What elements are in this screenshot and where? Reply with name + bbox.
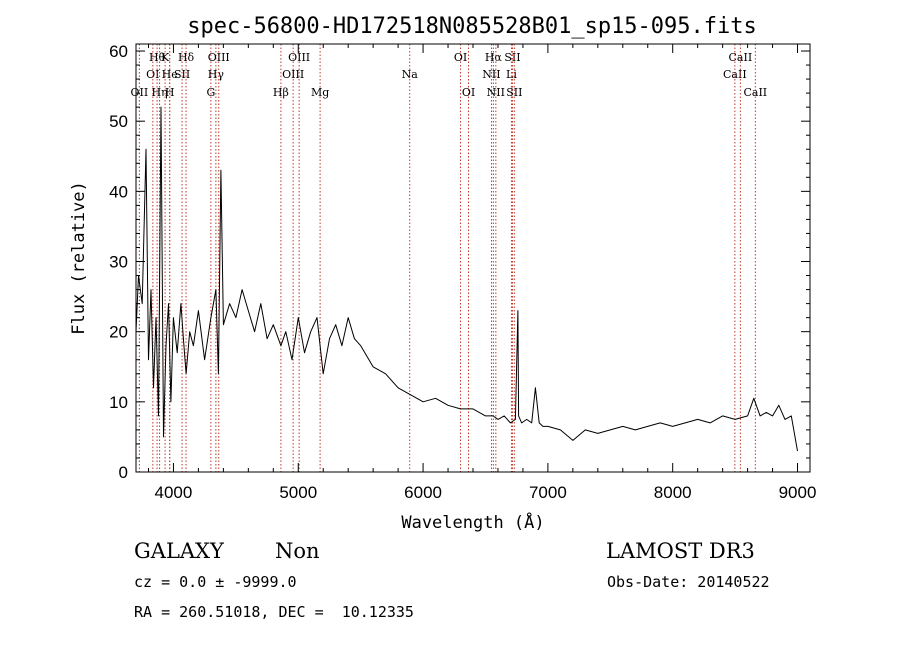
coordinates: RA = 260.51018, DEC = 10.12335 <box>134 603 414 621</box>
y-tick-label-0: 0 <box>119 463 128 482</box>
object-class: GALAXY <box>134 539 224 563</box>
observation-date: Obs-Date: 20140522 <box>607 573 770 591</box>
line-marker-label-2: Hθ <box>149 51 166 64</box>
line-marker-label-17: OI <box>454 51 467 64</box>
chart-title: spec-56800-HD172518N085528B01_sp15-095.f… <box>187 14 757 39</box>
line-marker-label-12: Hβ <box>273 86 289 99</box>
plot-frame <box>135 43 811 473</box>
x-tick-label-4: 8000 <box>654 483 692 502</box>
plot-area: OII OI Hθ Hη K He H SII Hδ G Hγ OIII Hβ OIII OIII Mg Na O… <box>131 44 798 472</box>
line-marker-label-5: He <box>162 68 178 81</box>
x-tick-label-0: 4000 <box>155 483 193 502</box>
line-marker-label-7: SII <box>174 68 190 81</box>
line-marker-label-19: NII <box>482 68 500 81</box>
line-marker-label-22: Li <box>506 68 517 81</box>
y-tick-label-4: 40 <box>109 182 128 201</box>
x-axis-label: Wavelength (Å) <box>401 511 544 533</box>
y-tick-label-6: 60 <box>109 42 128 61</box>
y-tick-label-3: 30 <box>109 253 128 272</box>
y-tick-label-1: 10 <box>109 393 128 412</box>
line-marker-label-21: NII <box>487 86 505 99</box>
line-marker-label-11: OIII <box>208 51 230 64</box>
line-marker-label-27: CaII <box>743 86 767 99</box>
line-marker-label-23: SII <box>504 51 520 64</box>
y-tick-label-5: 50 <box>109 112 128 131</box>
spectrum-line-0 <box>135 106 798 452</box>
line-marker-label-24: SII <box>506 86 522 99</box>
line-marker-label-1: OI <box>146 68 159 81</box>
redshift-cz: cz = 0.0 ± -9999.0 <box>134 573 297 591</box>
y-axis-label: Flux (relative) <box>69 181 89 335</box>
line-marker-label-20: Hα <box>485 51 503 64</box>
object-subclass: Non <box>275 539 320 563</box>
line-marker-label-14: OIII <box>288 51 310 64</box>
line-marker-label-8: Hδ <box>178 51 195 64</box>
line-marker-label-18: OI <box>462 86 475 99</box>
line-marker-label-4: K <box>161 51 170 64</box>
line-marker-label-26: CaII <box>729 51 753 64</box>
x-tick-label-1: 5000 <box>279 483 317 502</box>
line-marker-label-3: Hη <box>151 86 167 99</box>
line-marker-label-16: Na <box>402 68 419 81</box>
line-marker-label-9: G <box>206 86 215 99</box>
survey-name: LAMOST DR3 <box>606 539 755 563</box>
line-marker-label-6: H <box>165 86 175 99</box>
line-marker-label-25: CaII <box>723 68 747 81</box>
x-tick-label-3: 7000 <box>529 483 567 502</box>
line-marker-label-15: Mg <box>311 86 329 99</box>
axes: 4000 5000 6000 7000 8000 9000 0 10 20 30 40 50 60 <box>109 42 816 502</box>
x-tick-label-5: 9000 <box>779 483 817 502</box>
y-tick-label-2: 20 <box>109 323 128 342</box>
line-marker-label-0: OII <box>131 86 149 99</box>
x-tick-label-2: 6000 <box>404 483 442 502</box>
line-marker-label-13: OIII <box>282 68 304 81</box>
line-marker-label-10: Hγ <box>208 68 225 81</box>
